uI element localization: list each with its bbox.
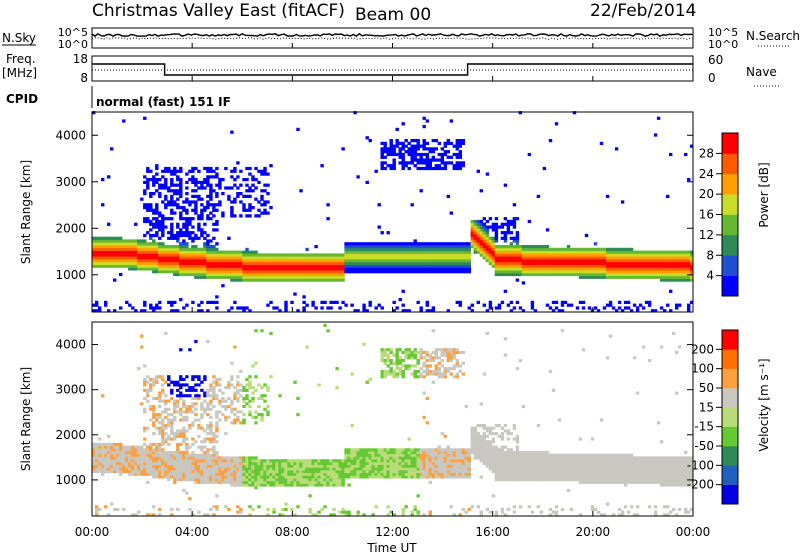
velocity-colorbar-label-0: 200 bbox=[691, 342, 714, 356]
nsearch-tick-top: 10^5 bbox=[708, 26, 738, 39]
velocity-ytick-label-0: 1000 bbox=[55, 473, 86, 487]
velocity-colorbar-swatch-1 bbox=[722, 465, 738, 485]
velocity-colorbar-label-2: 50 bbox=[699, 381, 714, 395]
nave-label: Nave bbox=[746, 65, 777, 79]
power-colorbar-label-4: 20 bbox=[699, 187, 714, 201]
freq-unit-label: [MHz] bbox=[2, 66, 37, 80]
power-colorbar-swatch-4 bbox=[722, 194, 738, 215]
velocity-colorbar-swatch-5 bbox=[722, 388, 738, 408]
velocity-colorbar-swatch-2 bbox=[722, 446, 738, 466]
power-colorbar: 4 8 12 16 20 24 28 bbox=[699, 132, 739, 297]
time-axis-label: Time UT bbox=[366, 541, 417, 554]
station-title: Christmas Valley East (fitACF) bbox=[92, 1, 345, 21]
power-colorbar-swatch-2 bbox=[722, 234, 738, 256]
power-ytick-label-1: 2000 bbox=[55, 221, 86, 235]
nsky-label: N.Sky bbox=[2, 31, 36, 45]
power-colorbar-label-3: 16 bbox=[699, 208, 714, 222]
nave-tick-bottom: 0 bbox=[708, 71, 716, 85]
power-ytick-label-3: 4000 bbox=[55, 128, 86, 142]
power-colorbar-swatch-1 bbox=[722, 255, 738, 276]
power-colorbar-swatch-6 bbox=[722, 153, 738, 175]
velocity-ytick-label-2: 3000 bbox=[55, 383, 86, 397]
velocity-colorbar-label-6: -100 bbox=[687, 458, 714, 472]
xtick-label-4: 16:00 bbox=[475, 525, 510, 539]
velocity-colorbar-swatch-3 bbox=[722, 426, 738, 447]
freq-series bbox=[92, 63, 693, 76]
power-ytick-label-0: 1000 bbox=[55, 268, 86, 282]
freq-panel: Freq. [MHz] 18 8 60 0 Nave bbox=[2, 52, 780, 87]
power-panel: 1000 2000 3000 4000 Slant Range [km] 4 8 12 16… bbox=[19, 111, 771, 313]
freq-tick-bottom: 8 bbox=[80, 71, 88, 85]
nsearch-series bbox=[91, 37, 694, 40]
velocity-colorbar-swatch-8 bbox=[722, 330, 738, 350]
velocity-colorbar: 200 100 50 15 -15 -50 -100 -200 bbox=[687, 329, 739, 505]
power-colorbar-label-2: 12 bbox=[699, 228, 714, 242]
cpid-label: CPID bbox=[6, 92, 38, 106]
xtick-label-6: 00:00 bbox=[676, 525, 711, 539]
velocity-colorbar-label-1: 100 bbox=[691, 362, 714, 376]
velocity-ytick-label-3: 4000 bbox=[55, 338, 86, 352]
nsearch-tick-bottom: 10^0 bbox=[708, 38, 738, 51]
power-colorbar-swatch-3 bbox=[722, 214, 738, 236]
freq-tick-top: 18 bbox=[73, 52, 88, 66]
power-colorbar-swatch-5 bbox=[722, 173, 738, 195]
velocity-colorbar-label-5: -50 bbox=[694, 439, 714, 453]
power-ylabel: Slant Range [km] bbox=[19, 160, 33, 264]
velocity-heatmap bbox=[92, 323, 694, 517]
velocity-panel: 1000 2000 3000 4000 Slant Range [km] 200 100… bbox=[19, 321, 771, 517]
xtick-label-1: 04:00 bbox=[175, 525, 210, 539]
velocity-colorbar-label-3: 15 bbox=[699, 400, 714, 414]
date-title: 22/Feb/2014 bbox=[590, 1, 696, 21]
xtick-label-3: 12:00 bbox=[375, 525, 410, 539]
power-colorbar-label-1: 8 bbox=[706, 248, 714, 262]
velocity-colorbar-label-4: -15 bbox=[694, 420, 714, 434]
power-colorbar-label-5: 24 bbox=[699, 167, 714, 181]
nsearch-label: N.Search bbox=[746, 29, 800, 43]
velocity-ylabel: Slant Range [km] bbox=[19, 367, 33, 471]
velocity-colorbar-swatch-7 bbox=[722, 349, 738, 369]
power-colorbar-label-0: 4 bbox=[706, 269, 714, 283]
nsky-tick-top: 10^5 bbox=[58, 26, 88, 39]
xtick-label-2: 08:00 bbox=[275, 525, 310, 539]
cpid-panel: CPID normal (fast) 151 IF bbox=[6, 86, 231, 109]
power-colorbar-label-6: 28 bbox=[699, 146, 714, 160]
velocity-colorbar-label: Velocity [m s⁻¹] bbox=[757, 358, 771, 451]
power-heatmap bbox=[92, 111, 694, 313]
nave-tick-top: 60 bbox=[708, 53, 723, 67]
velocity-colorbar-swatch-0 bbox=[722, 484, 738, 505]
xtick-label-0: 00:00 bbox=[75, 525, 110, 539]
xtick-label-5: 20:00 bbox=[576, 525, 611, 539]
power-colorbar-label: Power [dB] bbox=[757, 162, 771, 227]
nsky-tick-bottom: 10^0 bbox=[58, 38, 88, 51]
freq-label: Freq. bbox=[6, 52, 36, 66]
beam-title: Beam 00 bbox=[355, 5, 431, 25]
velocity-colorbar-swatch-4 bbox=[722, 407, 738, 427]
power-ytick-label-2: 3000 bbox=[55, 175, 86, 189]
nsky-series bbox=[91, 32, 694, 38]
nsky-panel: N.Sky 10^5 10^0 10^5 10^0 N.Search bbox=[2, 26, 800, 51]
velocity-colorbar-label-7: -200 bbox=[687, 478, 714, 492]
velocity-ytick-label-1: 2000 bbox=[55, 428, 86, 442]
velocity-colorbar-swatch-6 bbox=[722, 368, 738, 389]
power-colorbar-swatch-0 bbox=[722, 275, 738, 297]
power-colorbar-swatch-7 bbox=[722, 133, 738, 154]
cpid-value: normal (fast) 151 IF bbox=[96, 95, 231, 109]
time-axis: 00:00 04:00 08:00 12:00 16:00 20:00 00:00 bbox=[75, 43, 711, 539]
